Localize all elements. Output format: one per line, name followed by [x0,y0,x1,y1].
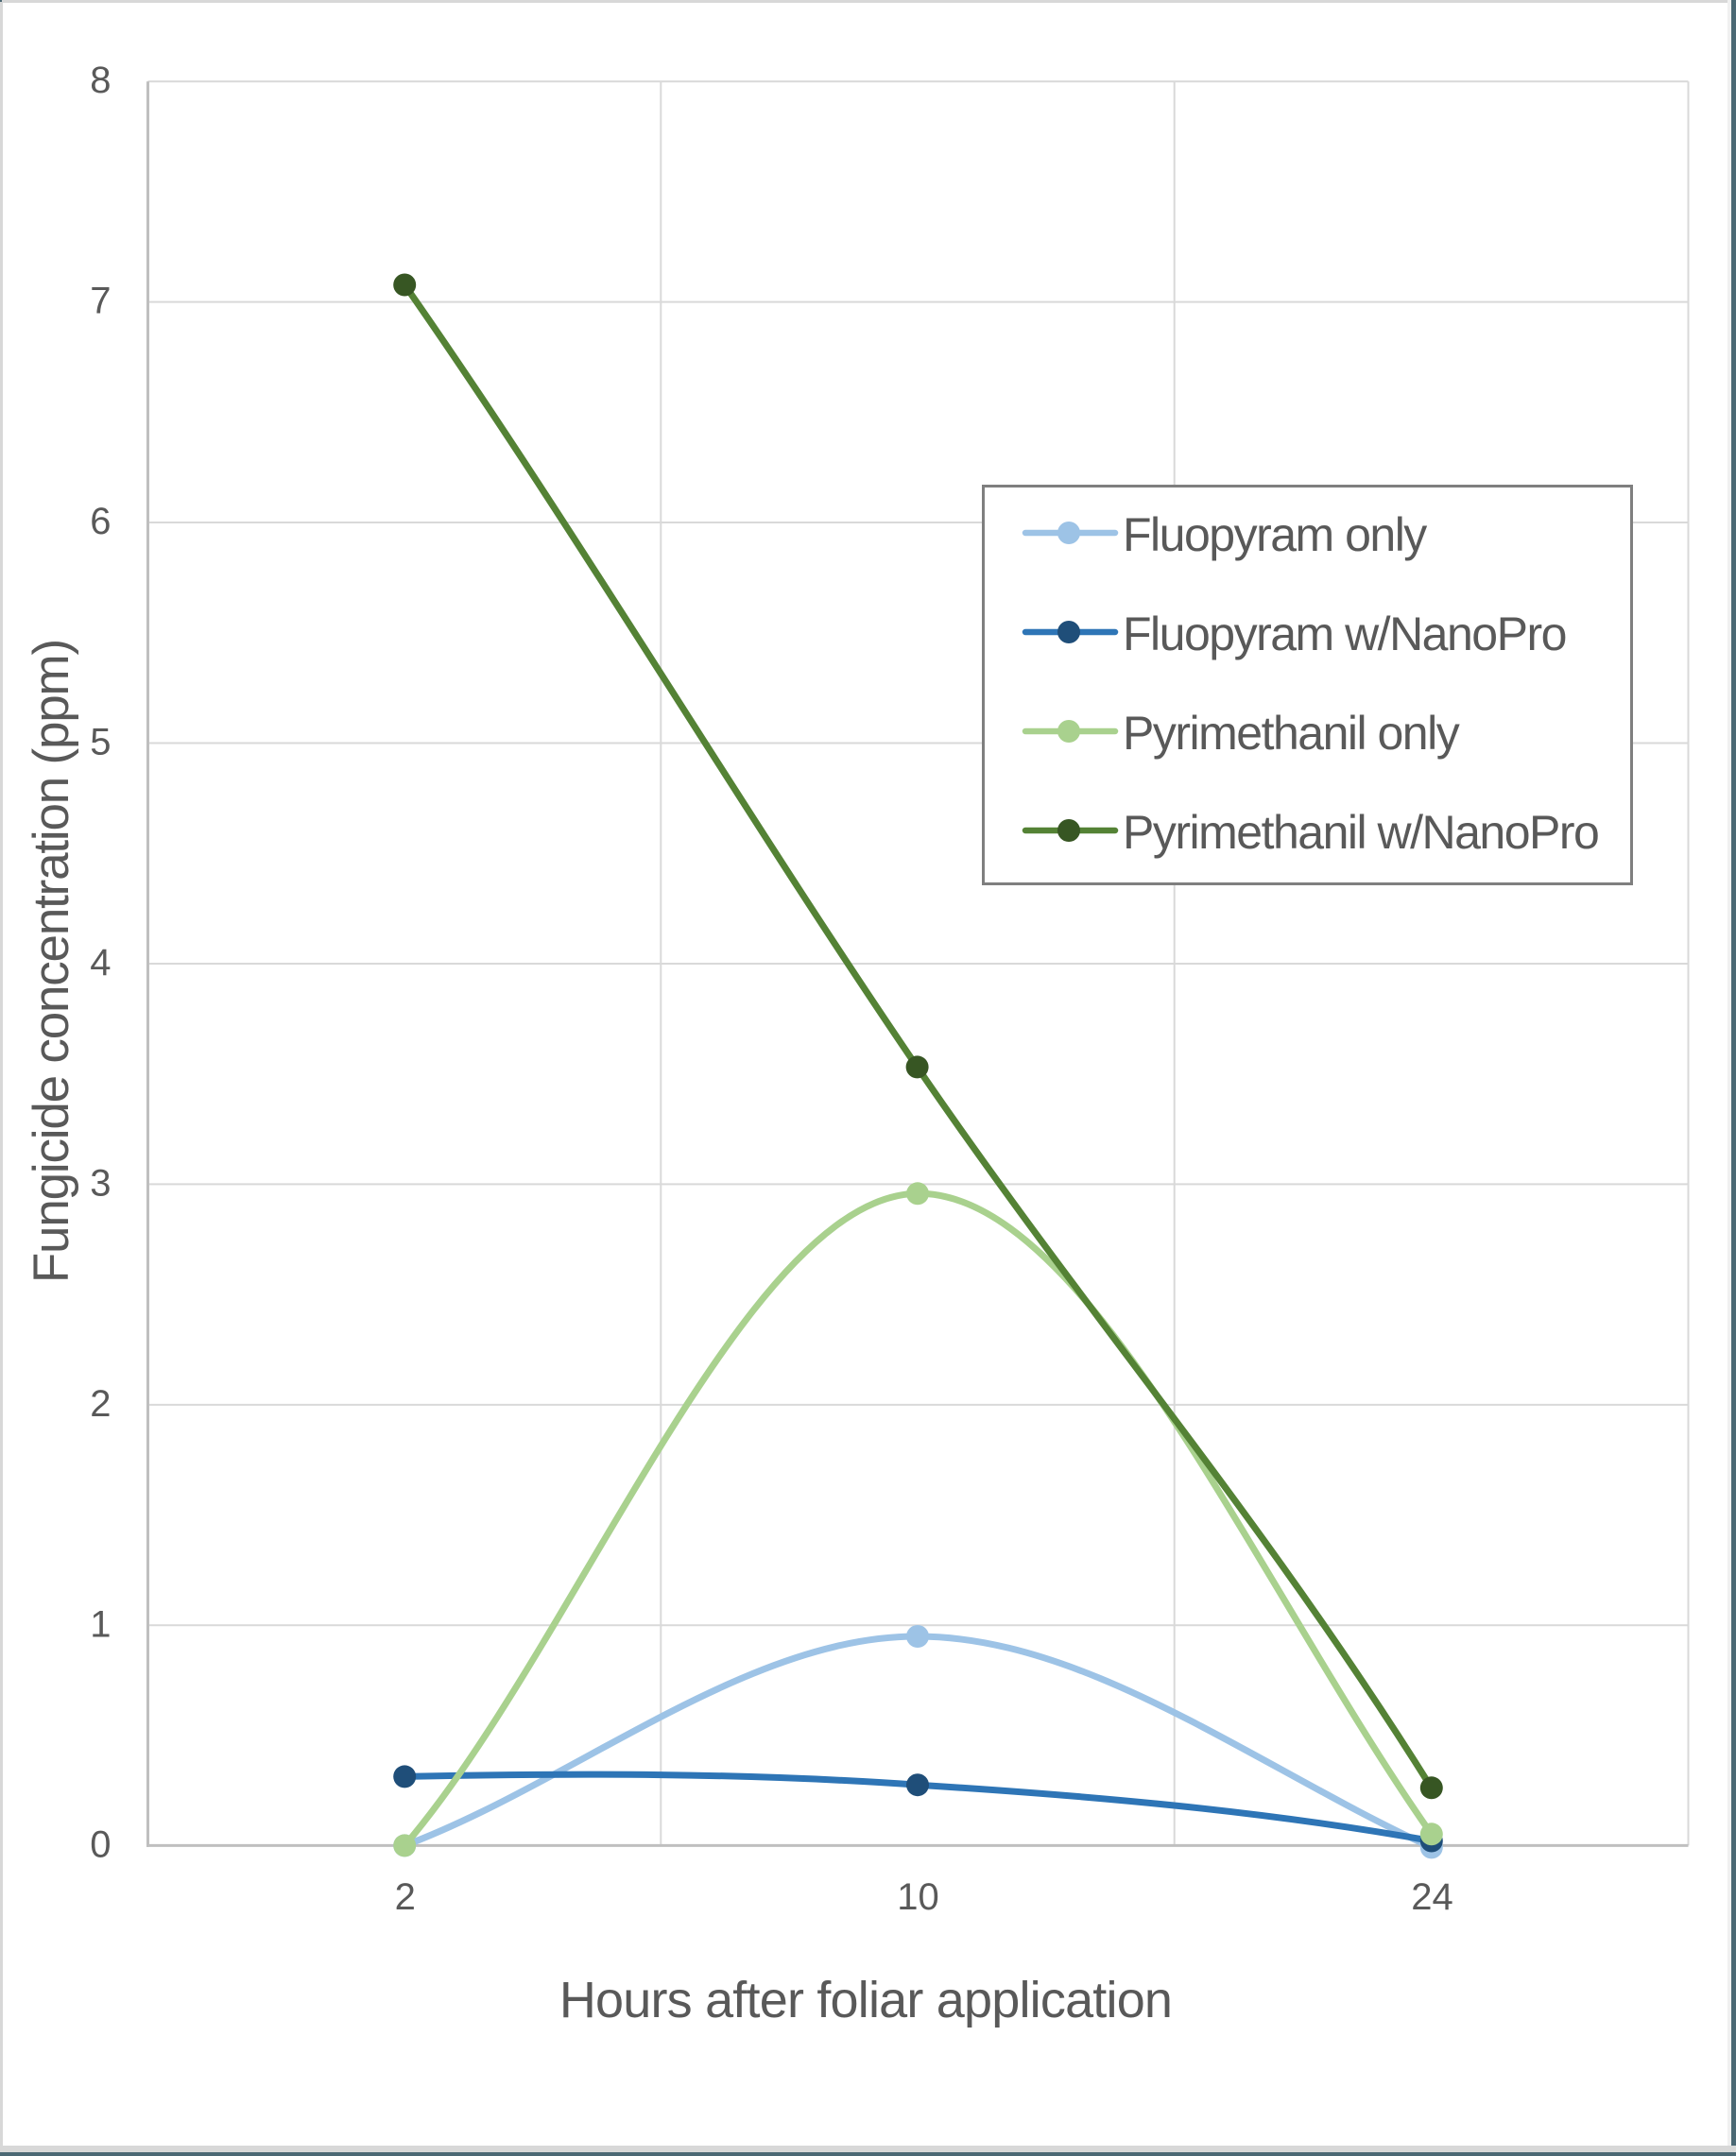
svg-text:Pyrimethanil w/NanoPro: Pyrimethanil w/NanoPro [1123,806,1598,859]
svg-text:Fluopyram w/NanoPro: Fluopyram w/NanoPro [1123,607,1566,660]
svg-text:3: 3 [90,1162,111,1204]
svg-text:1: 1 [90,1603,111,1645]
svg-text:Fluopyram only: Fluopyram only [1123,508,1427,561]
svg-text:Fungicide concentration (ppm): Fungicide concentration (ppm) [24,640,79,1283]
svg-text:2: 2 [90,1383,111,1425]
svg-text:4: 4 [90,942,111,984]
svg-text:Hours after foliar application: Hours after foliar application [559,1972,1172,2028]
svg-text:5: 5 [90,722,111,763]
svg-text:0: 0 [90,1823,111,1865]
svg-text:24: 24 [1411,1876,1453,1918]
svg-text:6: 6 [90,501,111,542]
svg-text:8: 8 [90,60,111,101]
svg-text:Pyrimethanil only: Pyrimethanil only [1123,707,1460,760]
svg-text:10: 10 [897,1876,939,1918]
svg-text:2: 2 [395,1876,416,1918]
svg-text:7: 7 [90,281,111,322]
